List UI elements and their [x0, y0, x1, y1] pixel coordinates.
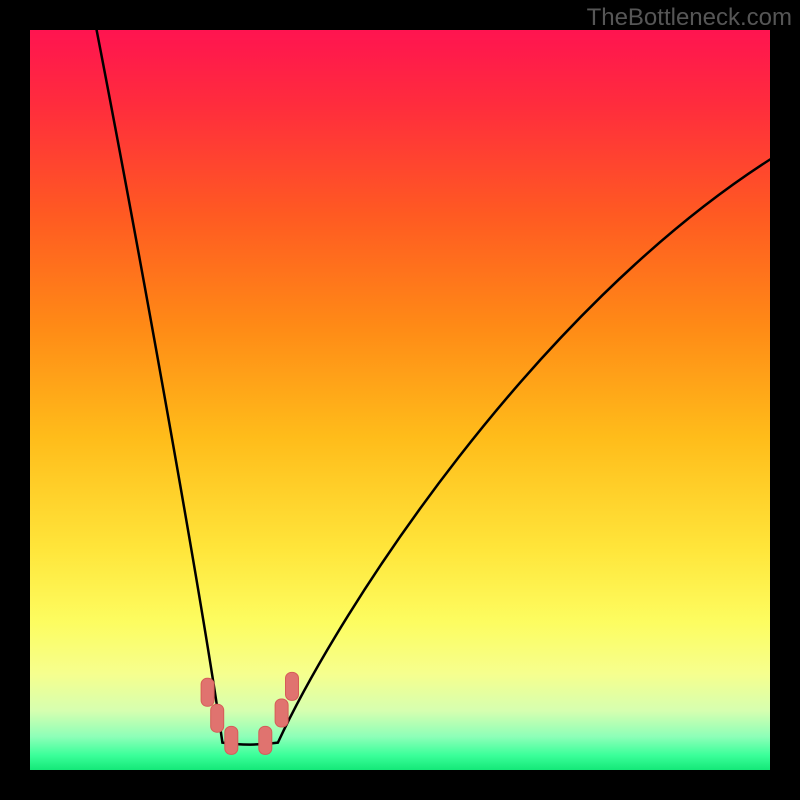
bottleneck-chart: [0, 0, 800, 800]
trough-marker: [259, 726, 272, 754]
trough-marker: [211, 704, 224, 732]
plot-background: [30, 30, 770, 770]
trough-marker: [275, 699, 288, 727]
trough-marker: [201, 678, 214, 706]
trough-marker: [286, 672, 299, 700]
trough-marker: [225, 726, 238, 754]
chart-container: TheBottleneck.com: [0, 0, 800, 800]
watermark-text: TheBottleneck.com: [587, 4, 792, 32]
